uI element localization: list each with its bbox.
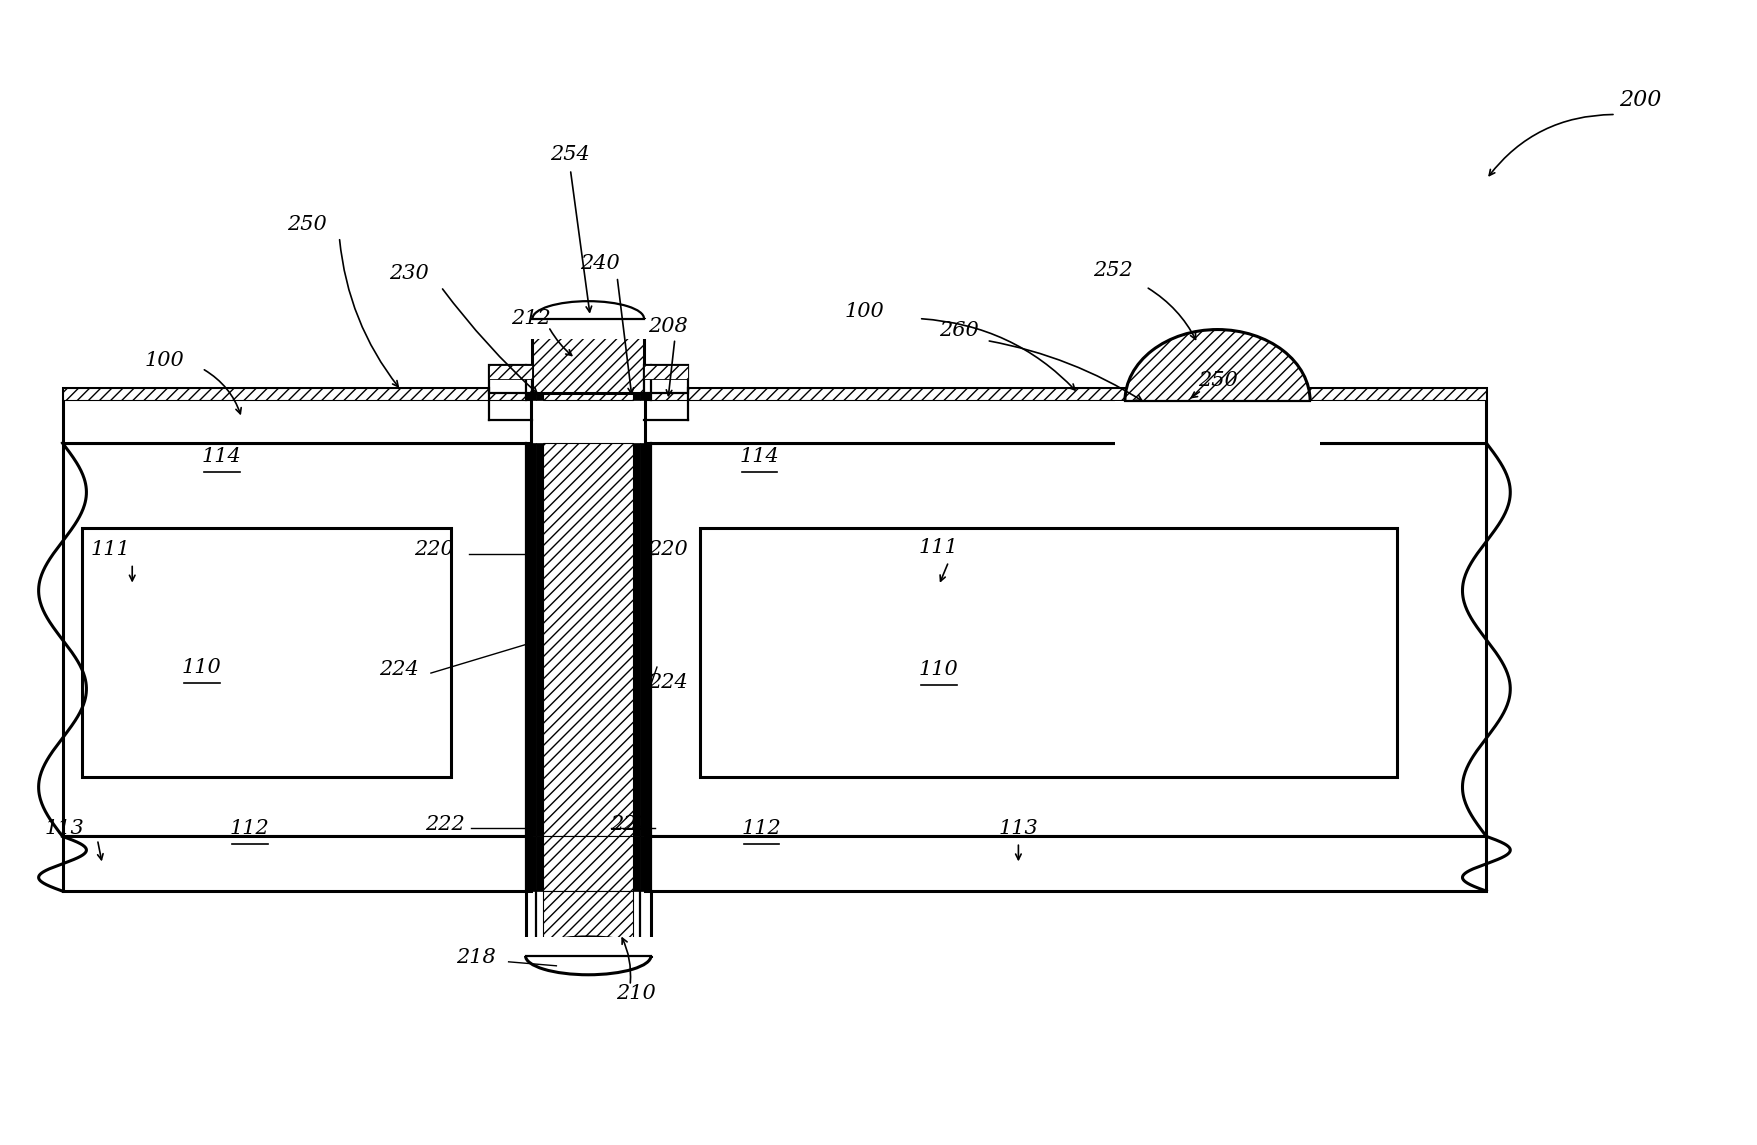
Text: 114: 114: [740, 447, 778, 466]
Text: 222: 222: [610, 815, 650, 834]
Bar: [525, 443, 536, 836]
Text: 100: 100: [144, 350, 184, 370]
Bar: [63, 443, 531, 836]
Bar: [543, 836, 633, 891]
Bar: [1114, 401, 1320, 513]
Bar: [63, 388, 531, 443]
Text: 252: 252: [1093, 261, 1132, 281]
Text: 218: 218: [455, 948, 495, 968]
Bar: [63, 836, 531, 891]
Bar: [640, 365, 650, 401]
Text: 208: 208: [648, 317, 687, 337]
Text: 210: 210: [615, 985, 655, 1003]
Text: 111: 111: [90, 540, 130, 559]
Text: 222: 222: [425, 815, 464, 834]
Text: 212: 212: [510, 309, 550, 329]
Text: 200: 200: [1618, 88, 1660, 111]
Text: 110: 110: [919, 660, 958, 679]
Bar: [488, 365, 532, 379]
Bar: [543, 443, 633, 836]
Bar: [643, 365, 687, 393]
Bar: [543, 891, 633, 956]
Text: 100: 100: [843, 302, 884, 321]
Bar: [536, 365, 543, 401]
Text: 220: 220: [415, 540, 453, 559]
Ellipse shape: [1124, 330, 1309, 473]
Bar: [645, 388, 1485, 443]
Text: 110: 110: [183, 657, 221, 677]
Bar: [63, 388, 531, 401]
Bar: [645, 836, 1485, 891]
Bar: [520, 937, 655, 956]
Bar: [527, 318, 648, 339]
Text: 113: 113: [998, 819, 1038, 838]
Text: 224: 224: [380, 660, 418, 679]
Text: 112: 112: [230, 819, 269, 838]
Bar: [488, 365, 532, 393]
Bar: [633, 365, 640, 401]
Ellipse shape: [532, 301, 643, 335]
Bar: [532, 318, 643, 393]
Text: 254: 254: [550, 144, 590, 164]
Bar: [645, 443, 1485, 836]
Text: 114: 114: [202, 447, 241, 466]
Text: 230: 230: [388, 264, 429, 283]
Bar: [543, 365, 633, 401]
Bar: [525, 836, 536, 891]
Bar: [536, 443, 543, 836]
Bar: [633, 443, 640, 836]
Bar: [83, 528, 450, 776]
Bar: [525, 365, 536, 401]
Text: 113: 113: [44, 819, 84, 838]
Text: 250: 250: [1197, 371, 1237, 389]
Bar: [633, 836, 640, 891]
Bar: [699, 528, 1397, 776]
Ellipse shape: [525, 937, 650, 974]
Text: 111: 111: [919, 538, 958, 558]
Text: 260: 260: [938, 321, 979, 340]
Bar: [643, 365, 687, 379]
Text: 250: 250: [286, 214, 327, 234]
Bar: [640, 443, 650, 836]
Text: 240: 240: [580, 254, 620, 274]
Text: 220: 220: [648, 540, 687, 559]
Text: 224: 224: [648, 672, 687, 692]
Text: 112: 112: [741, 819, 780, 838]
Bar: [645, 388, 1485, 401]
Bar: [536, 836, 543, 891]
Bar: [640, 836, 650, 891]
